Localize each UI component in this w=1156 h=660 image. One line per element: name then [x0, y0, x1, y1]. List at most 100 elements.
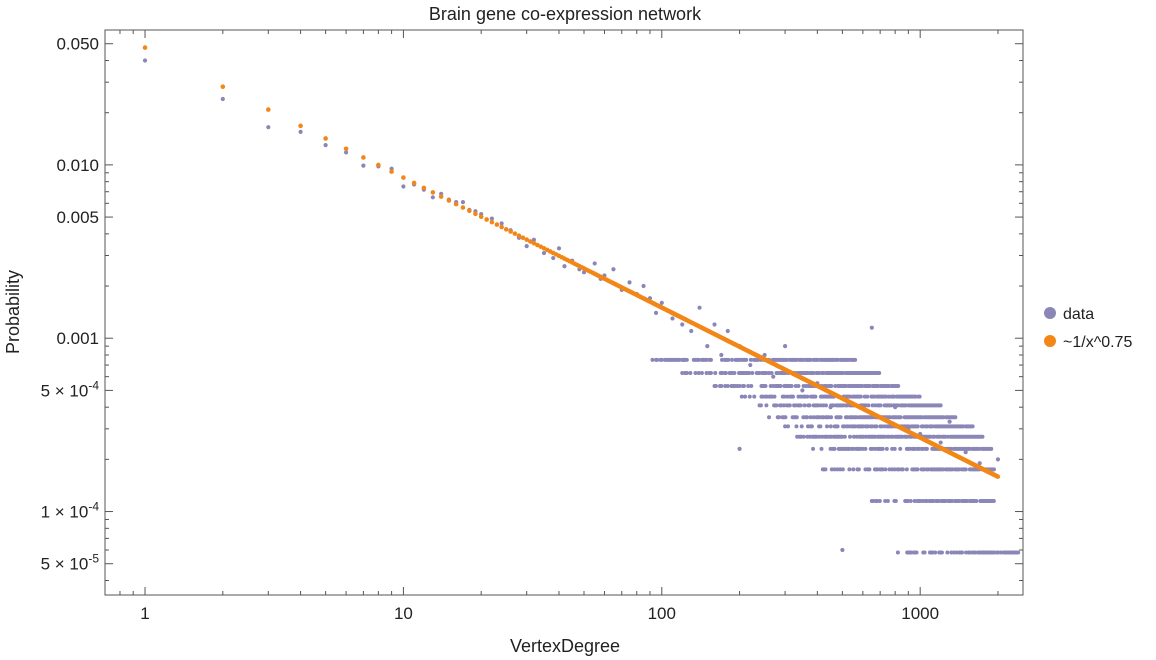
fit-point	[467, 208, 472, 214]
data-point	[220, 96, 225, 102]
data-point	[903, 403, 908, 408]
fit-point	[494, 222, 500, 227]
data-point	[832, 446, 837, 451]
fit-point	[512, 231, 518, 236]
data-point	[744, 357, 749, 362]
data-point	[970, 424, 975, 429]
fit-point	[343, 146, 349, 152]
data-point	[782, 394, 787, 399]
axis-ticks	[104, 30, 1023, 595]
data-point	[840, 547, 845, 553]
data-point	[835, 467, 840, 472]
data-point	[814, 434, 819, 439]
data-point	[809, 424, 814, 429]
data-point	[863, 446, 868, 451]
data-point	[908, 499, 913, 504]
data-point	[995, 457, 1001, 462]
data-point	[813, 394, 818, 399]
data-point	[933, 550, 938, 555]
data-point	[739, 394, 744, 399]
data-point	[847, 467, 852, 472]
data-point	[499, 221, 504, 226]
data-point	[798, 403, 803, 408]
data-point	[689, 328, 694, 334]
data-point	[747, 370, 752, 375]
data-point	[898, 415, 903, 420]
data-point	[650, 357, 655, 362]
data-point	[791, 394, 796, 399]
fit-point	[995, 474, 1001, 479]
data-point	[815, 357, 820, 362]
data-point	[808, 415, 813, 420]
data-point	[748, 357, 753, 362]
data-point	[627, 280, 632, 285]
data-point	[730, 357, 735, 362]
fit-point	[528, 239, 533, 244]
data-point	[980, 434, 985, 439]
data-point	[524, 243, 529, 249]
data-point	[831, 403, 836, 408]
data-point	[719, 384, 724, 389]
data-point	[142, 58, 148, 63]
data-point	[556, 246, 562, 251]
y-tick-label-base: 0.050	[56, 35, 99, 54]
data-point	[783, 415, 788, 420]
data-point	[771, 374, 776, 379]
fit-point	[446, 198, 452, 203]
data-series	[142, 58, 1021, 555]
data-point	[892, 446, 897, 451]
data-point	[541, 250, 547, 256]
data-point	[884, 446, 889, 451]
data-point	[670, 316, 675, 321]
data-point	[825, 424, 830, 429]
data-point	[361, 163, 366, 168]
data-point	[749, 384, 754, 389]
data-point	[801, 434, 806, 439]
legend-swatch-fit	[1044, 335, 1056, 347]
data-point	[684, 370, 689, 375]
data-point	[592, 261, 597, 266]
fit-point	[489, 219, 495, 225]
y-tick-label: 0.050	[56, 35, 99, 54]
data-point	[641, 283, 646, 289]
data-point	[748, 362, 753, 368]
data-point	[807, 403, 812, 408]
fit-point	[361, 155, 366, 160]
x-tick-label: 100	[648, 604, 676, 623]
data-point	[915, 467, 920, 472]
x-axis-label: VertexDegree	[510, 636, 620, 656]
data-point	[835, 424, 840, 429]
data-point	[878, 403, 883, 408]
data-point	[932, 434, 937, 439]
data-point	[913, 394, 918, 399]
data-point	[900, 467, 905, 472]
y-tick-label-base: 0.005	[56, 208, 99, 227]
data-point	[854, 415, 859, 420]
data-point	[915, 424, 920, 429]
legend: data ~1/x^0.75	[1044, 306, 1132, 351]
data-point	[725, 384, 730, 389]
data-point	[811, 415, 816, 420]
y-tick-label: 0.001	[56, 329, 99, 348]
data-point	[758, 403, 763, 408]
data-point	[960, 550, 965, 555]
y-tick-label-base: 5 × 10	[41, 555, 89, 574]
y-tick-label: 5 × 10-5	[41, 552, 100, 574]
data-point	[684, 357, 689, 362]
legend-label-data: data	[1063, 306, 1094, 323]
data-point	[401, 184, 406, 189]
data-point	[865, 394, 870, 399]
data-point	[659, 357, 664, 362]
data-point	[877, 499, 882, 504]
fit-point	[401, 175, 406, 180]
data-point	[776, 415, 781, 420]
data-point	[752, 394, 757, 399]
data-point	[823, 467, 828, 472]
data-point	[531, 237, 537, 242]
legend-label-fit: ~1/x^0.75	[1063, 334, 1132, 351]
data-point	[696, 370, 701, 375]
data-point	[781, 403, 786, 408]
data-point	[991, 467, 996, 472]
